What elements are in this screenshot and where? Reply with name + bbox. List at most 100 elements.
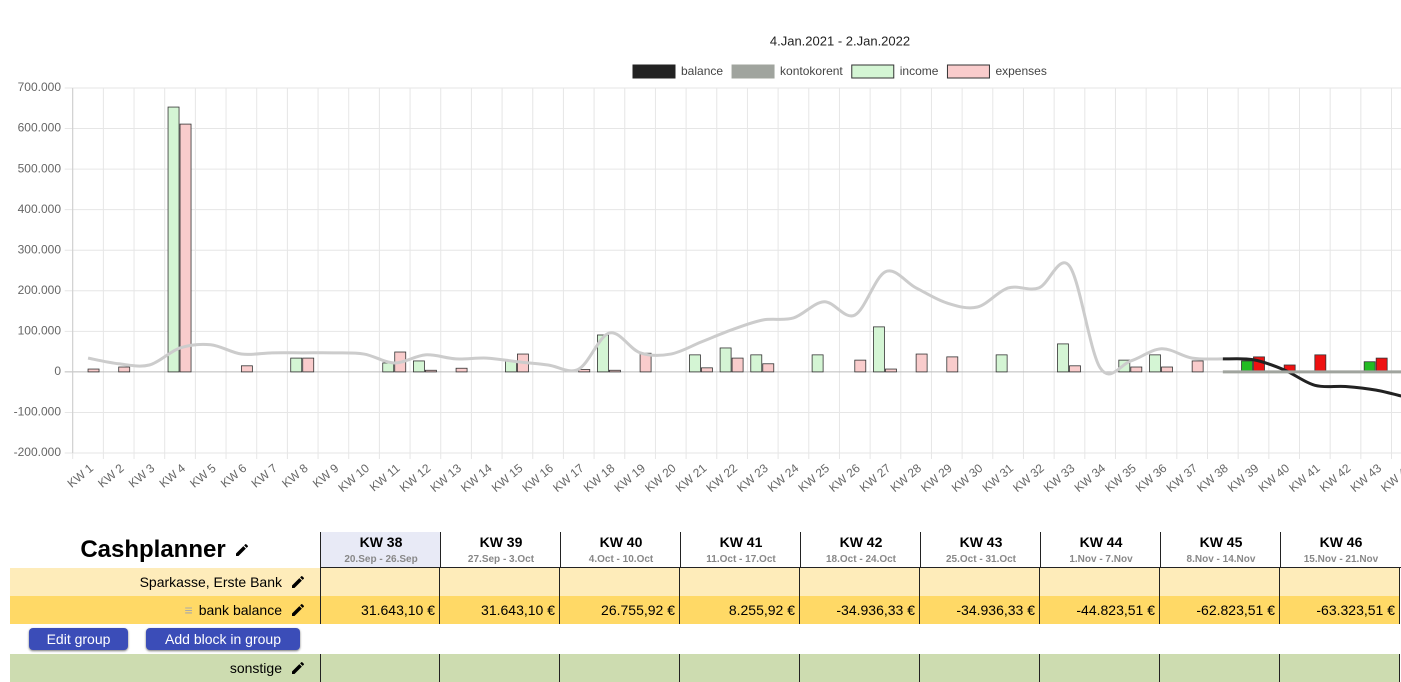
edit-icon[interactable] bbox=[290, 660, 306, 676]
x-tick-label: KW 3 bbox=[126, 461, 158, 491]
x-tick-label: KW 1 bbox=[65, 461, 97, 491]
x-tick-label: KW 34 bbox=[1072, 461, 1109, 495]
legend-swatch bbox=[632, 64, 676, 79]
x-tick-label: KW 24 bbox=[765, 461, 802, 495]
bar-income bbox=[290, 357, 303, 373]
bar-expenses bbox=[1314, 354, 1327, 373]
x-tick-label: KW 36 bbox=[1133, 461, 1170, 495]
bar-income bbox=[811, 354, 824, 373]
group-cell bbox=[1280, 568, 1400, 596]
x-tick-label: KW 25 bbox=[795, 461, 832, 495]
edit-icon[interactable] bbox=[290, 574, 306, 590]
group-cell bbox=[1160, 568, 1280, 596]
x-tick-label: KW 20 bbox=[642, 461, 679, 495]
week-label: KW 44 bbox=[1079, 534, 1123, 550]
bar-expenses bbox=[425, 369, 437, 373]
x-tick-label: KW 23 bbox=[734, 461, 771, 495]
balance-cell: 31.643,10 € bbox=[440, 596, 560, 624]
balance-cell: -34.936,33 € bbox=[800, 596, 920, 624]
bar-income bbox=[750, 354, 763, 373]
week-label: KW 38 bbox=[359, 534, 403, 550]
bar-expenses bbox=[1069, 365, 1081, 373]
week-dates: 8.Nov - 14.Nov bbox=[1186, 554, 1256, 565]
week-header: KW 40 4.Oct - 10.Oct bbox=[560, 532, 681, 568]
next-group-row: sonstige bbox=[10, 654, 320, 682]
bar-expenses bbox=[87, 368, 100, 373]
legend-swatch bbox=[731, 64, 775, 79]
x-tick-label: KW 32 bbox=[1010, 461, 1047, 495]
bar-expenses bbox=[1191, 360, 1204, 373]
balance-cell: -62.823,51 € bbox=[1160, 596, 1280, 624]
next-group-cell bbox=[920, 654, 1040, 682]
balance-cell: -44.823,51 € bbox=[1040, 596, 1160, 624]
x-tick-label: KW 22 bbox=[703, 461, 740, 495]
y-tick-label: 300.000 bbox=[18, 242, 62, 256]
bar-expenses bbox=[302, 357, 315, 373]
x-tick-label: KW 5 bbox=[187, 461, 219, 491]
y-tick-label: -100.000 bbox=[14, 405, 62, 419]
y-tick-label: 0 bbox=[54, 364, 61, 378]
week-label: KW 43 bbox=[959, 534, 1003, 550]
week-dates: 4.Oct - 10.Oct bbox=[588, 554, 654, 565]
x-tick-label: KW 21 bbox=[673, 461, 710, 495]
x-tick-label: KW 12 bbox=[397, 461, 434, 495]
x-tick-label: KW 6 bbox=[218, 461, 250, 491]
x-tick-label: KW 19 bbox=[611, 461, 648, 495]
week-header: KW 44 1.Nov - 7.Nov bbox=[1040, 532, 1161, 568]
bar-income bbox=[167, 106, 180, 373]
row-label: Sparkasse, Erste Bank bbox=[139, 574, 282, 590]
drag-handle[interactable]: ≡ bbox=[184, 602, 193, 618]
edit-icon[interactable] bbox=[290, 602, 306, 618]
week-header: KW 45 8.Nov - 14.Nov bbox=[1160, 532, 1281, 568]
bar-income bbox=[995, 354, 1008, 373]
group-cell bbox=[920, 568, 1040, 596]
x-tick-label: KW 26 bbox=[826, 461, 863, 495]
week-label: KW 39 bbox=[479, 534, 523, 550]
button[interactable]: Add block in group bbox=[146, 628, 300, 650]
next-group-cell bbox=[680, 654, 800, 682]
group-cell bbox=[800, 568, 920, 596]
bar-expenses bbox=[118, 366, 131, 373]
week-label: KW 46 bbox=[1319, 534, 1363, 550]
bar-expenses bbox=[885, 368, 897, 373]
bar-income bbox=[719, 347, 732, 373]
x-tick-label: KW 29 bbox=[918, 461, 955, 495]
bar-income bbox=[413, 360, 425, 373]
balance-cell: 31.643,10 € bbox=[320, 596, 440, 624]
bar-expenses bbox=[455, 367, 468, 373]
y-tick-label: 700.000 bbox=[18, 80, 62, 94]
next-group-cell bbox=[440, 654, 560, 682]
group-cell bbox=[1040, 568, 1160, 596]
edit-icon[interactable] bbox=[234, 542, 250, 558]
button[interactable]: Edit group bbox=[29, 628, 128, 650]
x-tick-label: KW 16 bbox=[519, 461, 556, 495]
group-row: Sparkasse, Erste Bank bbox=[10, 568, 320, 596]
bar-expenses bbox=[1375, 357, 1388, 373]
balance-cell: -63.323,51 € bbox=[1280, 596, 1400, 624]
bar-expenses bbox=[1161, 366, 1173, 373]
balance-cell: -34.936,33 € bbox=[920, 596, 1040, 624]
group-cell bbox=[320, 568, 440, 596]
x-tick-label: KW 31 bbox=[980, 461, 1017, 495]
y-tick-label: 200.000 bbox=[18, 283, 62, 297]
balance-cell: 8.255,92 € bbox=[680, 596, 800, 624]
week-label: KW 42 bbox=[839, 534, 883, 550]
next-group-cell bbox=[1280, 654, 1400, 682]
legend-label: kontokorent bbox=[780, 64, 843, 78]
legend-label: expenses bbox=[995, 64, 1046, 78]
x-tick-label: KW 15 bbox=[489, 461, 526, 495]
week-header: KW 38 20.Sep - 26.Sep bbox=[320, 532, 441, 568]
week-dates: 15.Nov - 21.Nov bbox=[1303, 554, 1379, 565]
week-label: KW 41 bbox=[719, 534, 763, 550]
group-cell bbox=[560, 568, 680, 596]
x-tick-label: KW 41 bbox=[1286, 461, 1323, 495]
x-tick-label: KW 7 bbox=[249, 461, 281, 491]
x-tick-label: KW 17 bbox=[550, 461, 587, 495]
bar-expenses bbox=[915, 353, 928, 373]
y-tick-label: 600.000 bbox=[18, 121, 62, 135]
week-label: KW 40 bbox=[599, 534, 643, 550]
week-dates: 27.Sep - 3.Oct bbox=[467, 554, 535, 565]
x-tick-label: KW 11 bbox=[367, 461, 403, 495]
balance-cell: 26.755,92 € bbox=[560, 596, 680, 624]
